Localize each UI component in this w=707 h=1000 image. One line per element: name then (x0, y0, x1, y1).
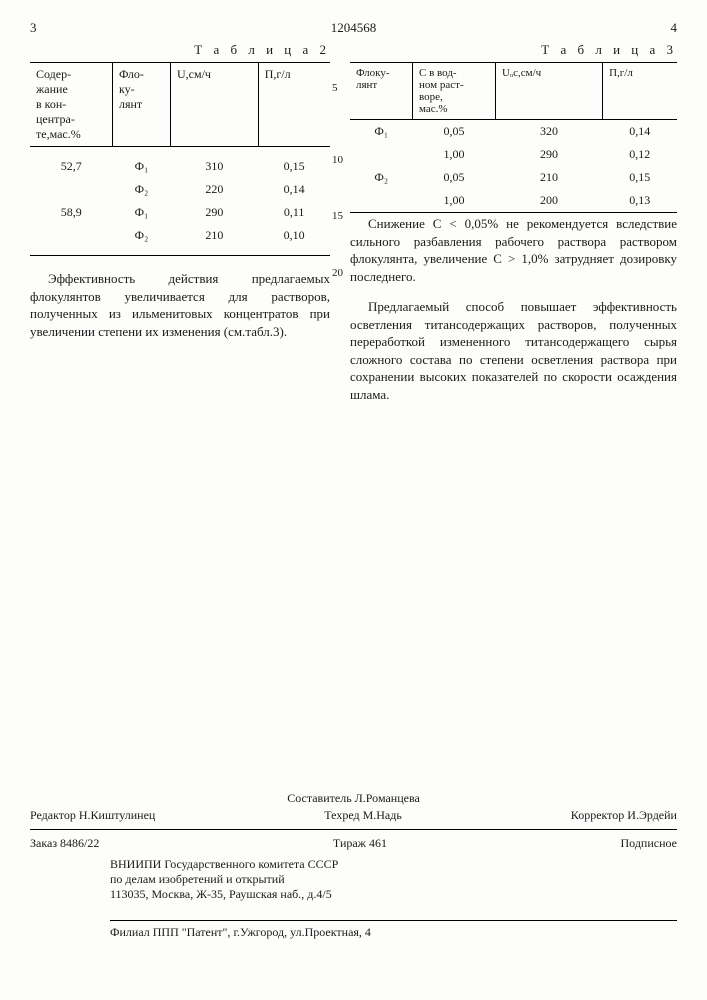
subscription-label: Подписное (621, 836, 678, 851)
paragraph-right-2: Предлагаемый способ повышает эффективнос… (350, 298, 677, 403)
table3-caption: Т а б л и ц а 3 (350, 42, 677, 58)
table-row: 1,00 290 0,12 (350, 143, 677, 166)
table3-header-flocculant: Флоку- лянт (350, 63, 413, 120)
line-marker: 10 (332, 154, 343, 166)
page-number-right: 4 (671, 20, 678, 36)
line-marker: 5 (332, 82, 338, 94)
table2-header-flocculant: Фло- ку- лянт (113, 63, 171, 147)
table-row: Ф₂ 210 0,10 (30, 224, 330, 256)
table-row: 52,7 Ф₁ 310 0,15 (30, 147, 330, 179)
line-marker: 15 (332, 210, 343, 222)
imprint-footer: Составитель Л.Романцева Редактор Н.Кишту… (30, 791, 677, 940)
table3: Флоку- лянт С в вод- ном раст- воре, мас… (350, 62, 677, 213)
print-run: Тираж 461 (333, 836, 387, 851)
compiler-line: Составитель Л.Романцева (30, 791, 677, 806)
corrector-name: Корректор И.Эрдейи (571, 808, 677, 823)
table2-header-concentration: Содер- жание в кон- центра- те,мас.% (30, 63, 113, 147)
table-row: Ф₂ 220 0,14 (30, 178, 330, 201)
table2-caption: Т а б л и ц а 2 (30, 42, 330, 58)
editor-name: Редактор Н.Киштулинец (30, 808, 155, 823)
publisher-line-2: по делам изобретений и открытий (110, 872, 677, 887)
table3-header-p: П,г/л (603, 63, 677, 120)
table2: Содер- жание в кон- центра- те,мас.% Фло… (30, 62, 330, 256)
table2-header-u: U,см/ч (171, 63, 259, 147)
publisher-line-3: 113035, Москва, Ж-35, Раушская наб., д.4… (110, 887, 677, 902)
branch-line: Филиал ППП "Патент", г.Ужгород, ул.Проек… (110, 920, 677, 940)
paragraph-left: Эффективность действия предлагаемых флок… (30, 270, 330, 340)
document-number: 1204568 (331, 20, 377, 36)
line-marker: 20 (332, 267, 343, 279)
table-row: 58,9 Ф₁ 290 0,11 (30, 201, 330, 224)
technical-editor: Техред М.Надь (324, 808, 402, 823)
paragraph-right-1: Снижение С < 0,05% не рекомендуется всле… (350, 215, 677, 285)
table3-header-u: Uₒс,см/ч (496, 63, 603, 120)
table-row: Ф₁ 0,05 320 0,14 (350, 120, 677, 144)
page-number-left: 3 (30, 20, 37, 36)
order-number: Заказ 8486/22 (30, 836, 99, 851)
table-row: 1,00 200 0,13 (350, 189, 677, 213)
table2-header-p: П,г/л (258, 63, 330, 147)
table-row: Ф₂ 0,05 210 0,15 (350, 166, 677, 189)
publisher-line-1: ВНИИПИ Государственного комитета СССР (110, 857, 677, 872)
table3-header-c: С в вод- ном раст- воре, мас.% (413, 63, 496, 120)
